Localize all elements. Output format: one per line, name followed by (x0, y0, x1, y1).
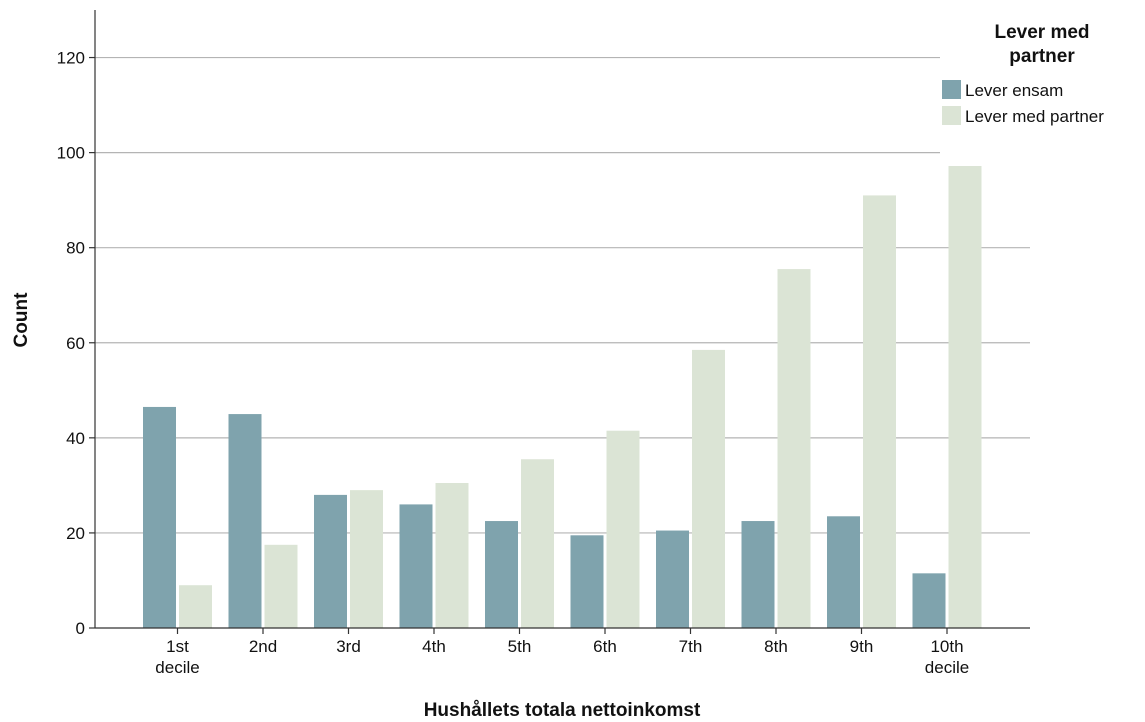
bar-lever-ensam-6 (570, 535, 604, 628)
bar-lever-ensam-3 (314, 494, 347, 628)
bar-lever-med-partner-6 (606, 430, 640, 628)
bars (143, 159, 982, 628)
y-tick-label-20: 20 (66, 524, 85, 543)
bar-lever-ensam-4 (399, 504, 433, 628)
y-tick-label-100: 100 (57, 144, 85, 163)
bar-lever-med-partner-9 (863, 195, 896, 628)
y-axis-title: Count (11, 292, 32, 348)
bar-lever-med-partner-2 (264, 544, 298, 628)
x-axis-title: Hushållets totala nettoinkomst (424, 700, 701, 721)
x-tick-label-9: 9th (850, 637, 874, 656)
y-tick-label-0: 0 (76, 619, 85, 638)
legend-title-line-1: Lever med (994, 22, 1089, 43)
bar-lever-ensam-9 (827, 516, 860, 628)
x-tick-label-2: 2nd (249, 637, 277, 656)
x-tick-label-3: 3rd (336, 637, 361, 656)
bar-lever-ensam-10 (912, 573, 946, 628)
bar-lever-ensam-7 (656, 530, 689, 628)
x-tick-label-4: 4th (422, 637, 446, 656)
x-tick-label-10-line-2: decile (925, 658, 969, 677)
legend-title-line-2: partner (1009, 46, 1075, 67)
bar-lever-med-partner-4 (435, 483, 469, 628)
bar-lever-med-partner-3 (350, 490, 383, 628)
bar-lever-med-partner-8 (777, 269, 811, 628)
bar-lever-med-partner-7 (692, 349, 725, 628)
bar-lever-ensam-1 (143, 406, 176, 628)
legend: Lever med partner Lever ensam Lever med … (940, 14, 1145, 166)
legend-label-lever-med-partner: Lever med partner (965, 107, 1104, 126)
axes (94, 10, 1030, 629)
bar-lever-med-partner-10 (948, 159, 982, 628)
x-tick-label-6: 6th (593, 637, 617, 656)
x-tick-label-1: 1st (166, 637, 189, 656)
bar-lever-med-partner-1 (179, 585, 212, 628)
y-tick-label-60: 60 (66, 334, 85, 353)
bar-lever-ensam-2 (228, 414, 262, 628)
legend-swatch-lever-med-partner (942, 106, 961, 125)
x-tick-label-10: 10th (930, 637, 963, 656)
y-tick-label-80: 80 (66, 239, 85, 258)
x-tick-label-7: 7th (679, 637, 703, 656)
x-tick-label-8: 8th (764, 637, 788, 656)
bar-lever-med-partner-5 (521, 459, 554, 628)
legend-background (940, 14, 1145, 166)
legend-swatch-lever-ensam (942, 80, 961, 99)
bar-lever-ensam-5 (485, 521, 518, 628)
y-tick-labels: 0 20 40 60 80 100 120 (57, 49, 95, 638)
x-tick-label-1-line-2: decile (155, 658, 199, 677)
bar-lever-ensam-8 (741, 521, 775, 628)
x-tick-label-5: 5th (508, 637, 532, 656)
x-tick-labels: 1st decile 2nd 3rd 4th 5th 6th 7th 8th 9th 10th dec… (155, 628, 969, 677)
y-tick-label-40: 40 (66, 429, 85, 448)
y-tick-label-120: 120 (57, 49, 85, 68)
legend-label-lever-ensam: Lever ensam (965, 81, 1063, 100)
